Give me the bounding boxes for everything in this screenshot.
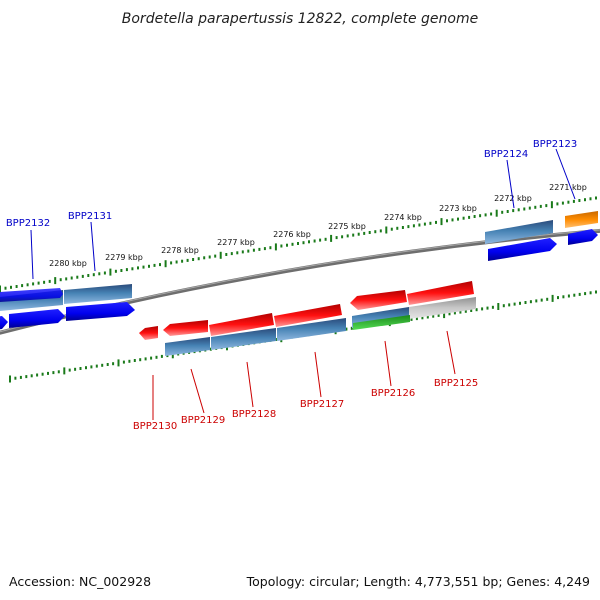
upper-strand-features [0,211,598,330]
label-leader [506,159,515,209]
cds-arrow[interactable] [488,238,557,261]
figure-title: Bordetella parapertussis 12822, complete… [122,11,478,27]
gene-label[interactable]: BPP2129 [181,415,225,426]
scale-label: 2280 kbp [49,259,87,268]
accession-text: Accession: NC_002928 [9,574,151,589]
gene-feature[interactable] [274,304,342,327]
scale-label: 2277 kbp [217,238,255,247]
label-leader [314,351,322,398]
upper-scale-ticks [0,196,597,293]
scale-label: 2276 kbp [273,230,311,239]
gene-feature[interactable] [353,315,410,330]
label-leader [30,229,34,280]
cds-arrow[interactable] [0,316,8,330]
cds-arrow[interactable] [66,302,135,321]
gene-label[interactable]: BPP2125 [434,378,478,389]
cds-arrow[interactable] [9,309,65,328]
lower-strand-features [139,281,476,356]
label-leader [90,221,96,272]
gene-label[interactable]: BPP2123 [533,139,577,150]
lower-gene-labels: BPP2130 BPP2129 BPP2128 BPP2127 BPP2126 … [133,330,478,432]
topology-text: Topology: circular; Length: 4,773,551 bp… [246,574,590,589]
gene-feature[interactable] [209,313,274,336]
gene-feature[interactable] [139,326,158,340]
gene-feature[interactable] [165,337,210,356]
gene-feature[interactable] [277,318,346,341]
label-leader [555,148,576,200]
gene-feature[interactable] [485,220,553,244]
gene-label[interactable]: BPP2126 [371,388,415,399]
gene-label[interactable]: BPP2128 [232,409,276,420]
gene-feature[interactable] [565,211,598,228]
gene-feature[interactable] [64,284,132,304]
label-leader [384,340,392,387]
gene-feature[interactable] [211,328,276,350]
gene-label[interactable]: BPP2132 [6,218,50,229]
label-leader [190,368,205,414]
scale-label: 2275 kbp [328,222,366,231]
scale-label: 2273 kbp [439,204,477,213]
upper-gene-labels: BPP2132 BPP2131 BPP2124 BPP2123 [6,139,577,280]
label-leader [246,361,254,408]
gene-label[interactable]: BPP2127 [300,399,344,410]
scale-label: 2278 kbp [161,246,199,255]
gene-feature[interactable] [350,290,407,310]
scale-label: 2279 kbp [105,253,143,262]
cds-arrow[interactable] [0,288,63,302]
scale-label: 2274 kbp [384,213,422,222]
gene-label[interactable]: BPP2131 [68,211,112,222]
gene-feature[interactable] [407,281,474,305]
cds-arrow[interactable] [568,229,598,245]
gene-label[interactable]: BPP2130 [133,421,177,432]
label-leader [446,330,456,375]
gene-feature[interactable] [409,297,476,319]
gene-feature[interactable] [163,320,208,336]
gene-label[interactable]: BPP2124 [484,149,528,160]
scale-label: 2271 kbp [549,183,587,192]
